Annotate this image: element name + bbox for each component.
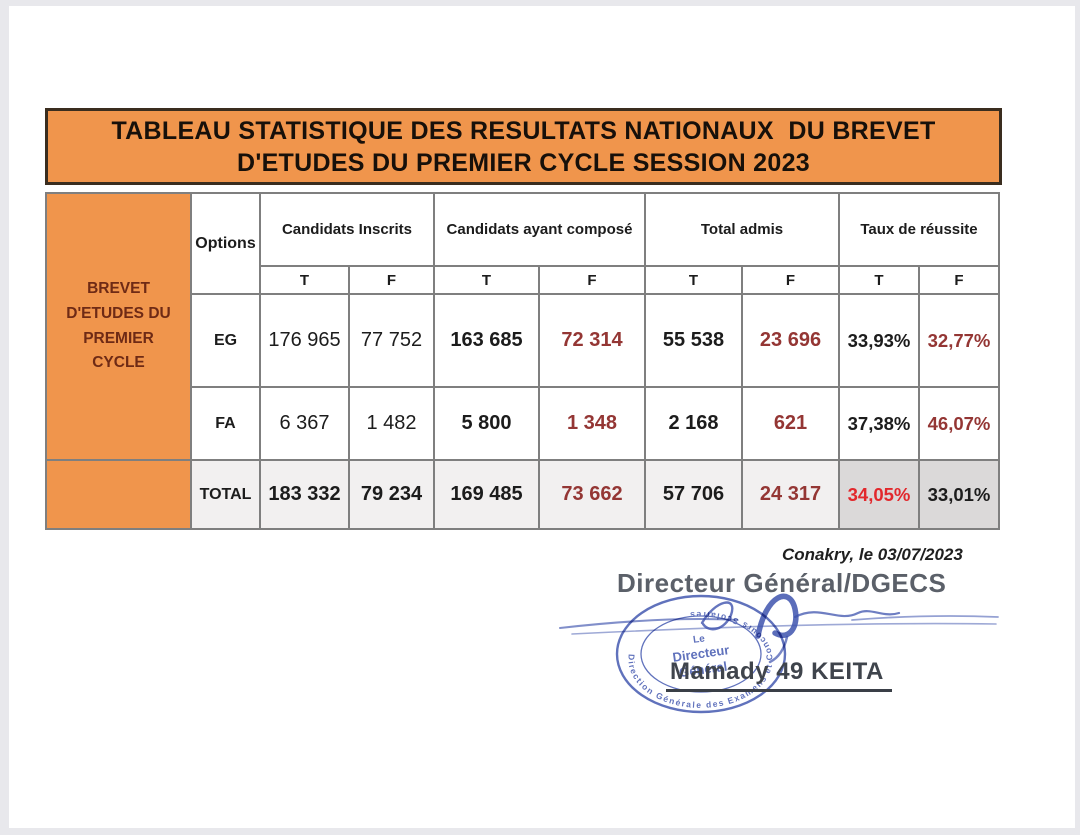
title-line-1: TABLEAU STATISTIQUE DES RESULTATS NATION… <box>111 116 936 145</box>
row-group-total-cell <box>47 461 190 528</box>
director-title: Directeur Général/DGECS <box>617 568 947 598</box>
group-header-compose: Candidats ayant composé <box>435 194 644 265</box>
subheader-cell: F <box>920 267 998 293</box>
value-cell: 46,07% <box>920 388 998 459</box>
statistics-table: BREVET D'ETUDES DU PREMIER CYCLE Options… <box>45 192 1000 530</box>
subheader-cell: T <box>261 267 348 293</box>
subheader-cell: T <box>646 267 741 293</box>
signature-ink <box>559 593 999 664</box>
value-cell-taux-total: 34,05% <box>840 461 918 528</box>
value-cell: 6 367 <box>261 388 348 459</box>
official-stamp: Direction Générale des Examens et Concou… <box>615 594 787 714</box>
value-cell: 23 696 <box>743 295 838 386</box>
value-cell: 621 <box>743 388 838 459</box>
group-header-admis: Total admis <box>646 194 838 265</box>
value-cell: 163 685 <box>435 295 538 386</box>
value-cell: 55 538 <box>646 295 741 386</box>
value-cell: 24 317 <box>743 461 838 528</box>
subheader-cell: T <box>840 267 918 293</box>
options-header-cell: Options <box>192 194 259 293</box>
value-cell: 5 800 <box>435 388 538 459</box>
value-cell: 73 662 <box>540 461 644 528</box>
stamp-center-le: Le <box>692 633 706 646</box>
subheader-cell: F <box>350 267 433 293</box>
value-cell: 32,77% <box>920 295 998 386</box>
title-line-2: D'ETUDES DU PREMIER CYCLE SESSION 2023 <box>236 148 811 177</box>
group-header-taux: Taux de réussite <box>840 194 998 265</box>
option-cell-fa: FA <box>192 388 259 459</box>
row-group-cell: BREVET D'ETUDES DU PREMIER CYCLE <box>47 194 190 459</box>
row-group-label: BREVET D'ETUDES DU PREMIER CYCLE <box>66 279 171 372</box>
value-cell: 169 485 <box>435 461 538 528</box>
title-banner: TABLEAU STATISTIQUE DES RESULTATS NATION… <box>45 108 1002 185</box>
director-name: Mamady 49 KEITA <box>666 658 892 692</box>
option-cell-eg: EG <box>192 295 259 386</box>
value-cell: 57 706 <box>646 461 741 528</box>
value-cell: 1 348 <box>540 388 644 459</box>
value-cell: 72 314 <box>540 295 644 386</box>
value-cell: 37,38% <box>840 388 918 459</box>
subheader-cell: T <box>435 267 538 293</box>
value-cell: 77 752 <box>350 295 433 386</box>
place-date: Conakry, le 03/07/2023 <box>782 545 963 564</box>
value-cell: 176 965 <box>261 295 348 386</box>
stamp-center-general: Général <box>678 659 728 681</box>
group-header-inscrits: Candidats Inscrits <box>261 194 433 265</box>
option-cell-total: TOTAL <box>192 461 259 528</box>
value-cell: 79 234 <box>350 461 433 528</box>
value-cell: 2 168 <box>646 388 741 459</box>
value-cell-taux-total: 33,01% <box>920 461 998 528</box>
value-cell: 183 332 <box>261 461 348 528</box>
subheader-cell: F <box>743 267 838 293</box>
value-cell: 1 482 <box>350 388 433 459</box>
subheader-cell: F <box>540 267 644 293</box>
value-cell: 33,93% <box>840 295 918 386</box>
